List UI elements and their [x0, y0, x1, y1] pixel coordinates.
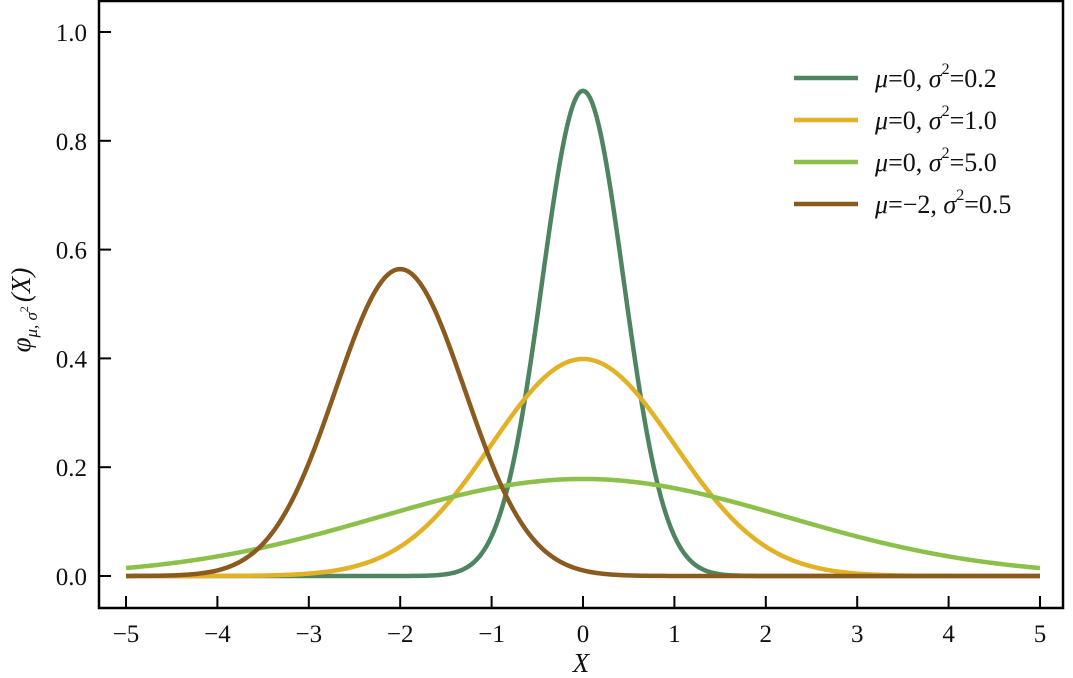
y-tick-label: 0.4	[56, 346, 88, 373]
x-tick-label: −1	[478, 621, 505, 648]
y-tick-label: 0.0	[56, 564, 87, 591]
legend-label: μ=0, σ2=0.2	[874, 61, 997, 93]
series-line-2	[125, 476, 1041, 571]
x-tick-label: 4	[942, 621, 955, 648]
series-line-3	[126, 266, 1040, 579]
axes-frame	[97, 0, 1065, 610]
x-ticks: −5 −4 −3 −2 −1 0 1 2 3 4 5	[113, 596, 1047, 648]
x-axis-label: X	[572, 648, 591, 678]
legend: μ=0, σ2=0.2 μ=0, σ2=1.0 μ=0, σ2=5.0 μ=−2, σ…	[794, 61, 1011, 219]
x-tick-label: −5	[113, 621, 140, 648]
y-tick-label: 1.0	[56, 20, 87, 47]
legend-label: μ=0, σ2=5.0	[874, 145, 997, 177]
x-tick-label: 3	[851, 621, 864, 648]
y-tick-label: 0.6	[56, 238, 87, 265]
x-tick-label: −4	[204, 621, 231, 648]
legend-label: μ=0, σ2=1.0	[874, 103, 997, 135]
x-tick-label: −3	[295, 621, 322, 648]
x-tick-label: −2	[387, 621, 414, 648]
legend-label: μ=−2, σ2=0.5	[874, 187, 1011, 219]
x-tick-label: 2	[760, 621, 773, 648]
y-tick-label: 0.8	[56, 129, 87, 156]
x-tick-label: 0	[577, 621, 590, 648]
x-tick-label: 1	[668, 621, 681, 648]
y-tick-label: 0.2	[56, 455, 87, 482]
series-lines	[125, 88, 1041, 579]
x-tick-label: 5	[1034, 621, 1047, 648]
y-ticks: 0.0 0.2 0.4 0.6 0.8 1.0	[56, 20, 111, 591]
y-axis-label: φμ, σ2(X)	[6, 268, 41, 353]
